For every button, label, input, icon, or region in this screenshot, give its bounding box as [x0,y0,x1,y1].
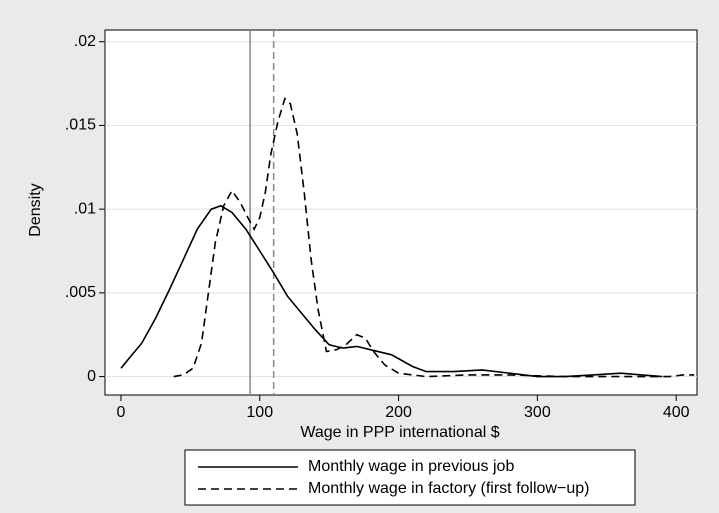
y-tick-label: .02 [74,33,96,50]
y-tick-label: .015 [65,117,96,134]
plot-area [104,29,698,396]
legend-label: Monthly wage in previous job [308,458,514,475]
legend [184,449,636,506]
line-series [120,204,663,378]
x-tick-label: 400 [663,404,690,421]
x-tick-label: 100 [246,404,273,421]
line-series [173,97,695,378]
x-tick-label: 0 [117,404,126,421]
x-tick-label: 300 [524,404,551,421]
y-axis-label: Density [27,183,44,236]
y-tick-label: .01 [74,200,96,217]
y-tick-label: 0 [87,368,96,385]
x-tick-label: 200 [385,404,412,421]
legend-label: Monthly wage in factory (first follow−up… [308,480,589,497]
x-axis-label: Wage in PPP international $ [300,424,499,441]
y-tick-label: .005 [65,284,96,301]
